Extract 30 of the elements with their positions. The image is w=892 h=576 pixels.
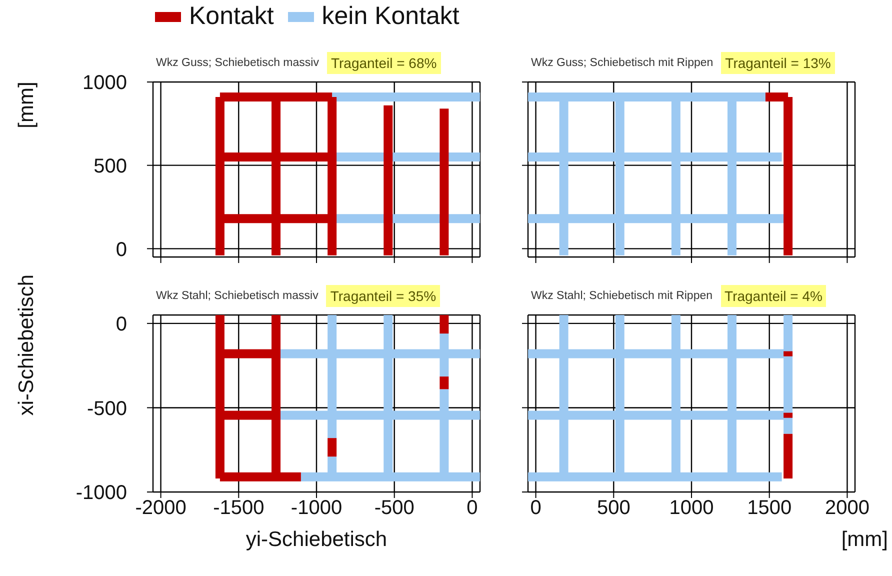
text: Traganteil = 4% [720, 285, 826, 307]
x-axis-title: yi-Schiebetisch [244, 528, 388, 552]
chart-title: Wkz Guss; Schiebetisch mit Rippen [531, 57, 714, 69]
y-tick-label: -1000 [76, 482, 127, 504]
chart-title: Wkz Stahl; Schiebetisch mit Rippen [531, 290, 713, 302]
legend-label: kein Kontakt [322, 2, 460, 31]
y-tick-label: 500 [94, 155, 127, 178]
text: Traganteil = 68% [326, 52, 441, 74]
x-tick-label: 500 [596, 497, 630, 520]
chart-title: Wkz Stahl; Schiebetisch massiv [156, 290, 318, 302]
x-tick-label: 2000 [824, 497, 870, 520]
x-tick-label: -1000 [290, 497, 342, 520]
x-tick-label: 1000 [669, 497, 714, 520]
chart-title: Wkz Guss; Schiebetisch massiv [156, 57, 319, 69]
y-axis-title: xi-Schiebetisch [15, 273, 39, 418]
x-tick-label: -500 [374, 497, 414, 520]
x-tick-label: 1500 [747, 497, 792, 520]
legend-label: Kontakt [189, 2, 274, 31]
x-tick-label: 0 [466, 497, 478, 520]
y-tick-label: -500 [86, 398, 127, 420]
x-tick-label: -2000 [135, 497, 186, 520]
text: Traganteil = 35% [326, 285, 440, 307]
y-tick-label: 0 [116, 238, 127, 261]
y-tick-label: 0 [116, 314, 127, 336]
text: Traganteil = 13% [721, 52, 835, 74]
x-tick-label: -1500 [213, 497, 264, 520]
x-axis-title: [mm] [840, 528, 888, 552]
y-axis-title: [mm] [15, 80, 39, 130]
y-tick-label: 1000 [82, 72, 127, 94]
x-tick-label: 0 [530, 497, 542, 520]
